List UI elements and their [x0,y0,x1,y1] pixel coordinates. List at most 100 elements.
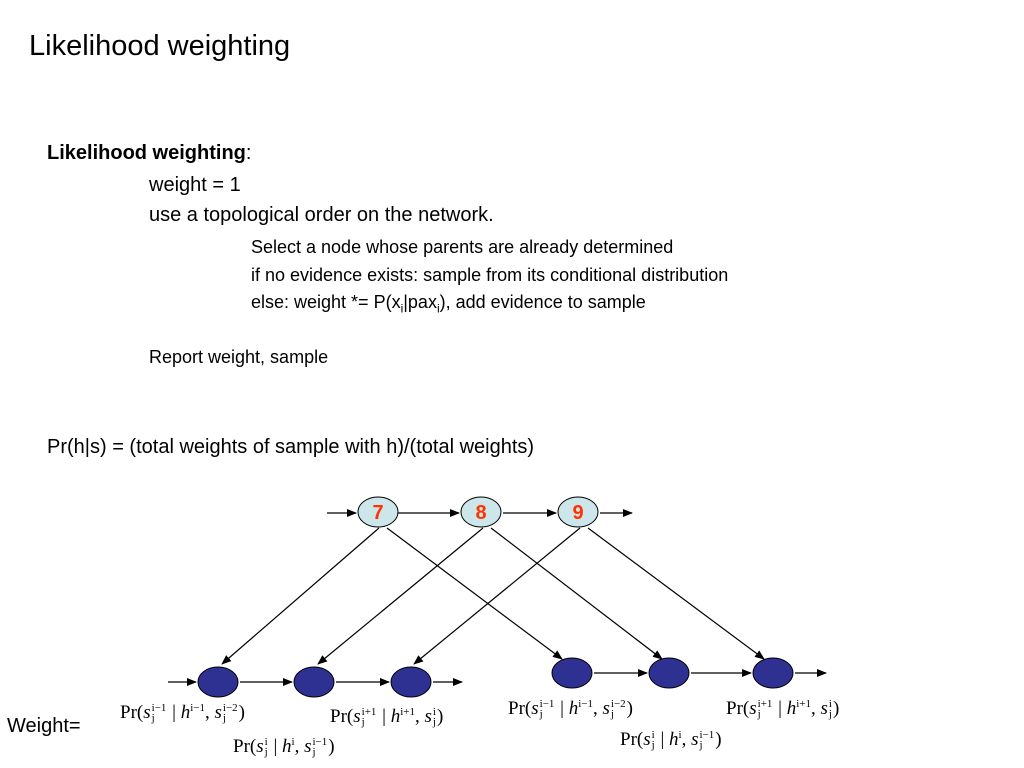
edge-8-down-right [490,527,663,660]
algorithm-heading: Likelihood weighting: [47,142,251,165]
term-6-s2: s [691,729,699,750]
prob-term-6: Pr(s i j | hi, s i−1 j) [620,729,722,751]
term-6-comma: , [681,729,692,750]
term-5-hsup: i+1 [796,698,811,710]
top-node-8 [460,496,502,528]
term-4-s2: s [602,698,610,719]
term-3-s2: s [304,736,312,757]
term-5-close: ) [832,698,840,719]
bottom-right-node-3 [752,657,794,689]
term-5-sub2: j [828,707,832,720]
term-2-comma: , [414,706,425,727]
term-6-s: s [643,729,651,750]
term-1-s2: s [214,702,222,723]
top-node-9-label: 9 [572,502,583,524]
term-2-sub2: j [432,715,436,728]
term-5-s: s [749,698,757,719]
term-2-sub: j [361,715,365,728]
term-2-sup: i+1 [361,705,377,718]
step-else-part-a: else: weight *= P(x [251,292,401,312]
term-1-bar: | [167,702,181,723]
term-1-comma: , [204,702,215,723]
term-4-comma: , [592,698,603,719]
term-5-sup: i+1 [757,697,773,710]
term-5-comma: , [810,698,821,719]
term-4-close: ) [626,698,633,719]
term-4-sup: i−1 [539,697,555,710]
algorithm-step-select: Select a node whose parents are already … [251,237,674,257]
term-6-sub2: j [699,738,703,751]
algorithm-heading-bold: Likelihood weighting [47,142,246,164]
term-6-h: h [669,729,679,750]
term-6-sup2: i−1 [699,728,715,741]
term-3-comma: , [294,736,305,757]
term-3-sup2: i−1 [312,735,328,748]
term-2-bar: | [377,706,391,727]
term-3-sub2: j [312,745,316,758]
term-6-sup: i [651,728,655,741]
top-node-8-label: 8 [475,502,486,524]
edge-7-down-right [386,527,563,660]
step-else-sub-1: i [400,301,404,316]
term-2-hsup: i+1 [400,706,415,718]
term-1-sub: j [151,711,155,724]
term-3-bar: | [268,736,283,757]
term-3-s: s [256,736,264,757]
algorithm-heading-colon: : [245,142,252,164]
diagram-edges [168,509,827,686]
term-2-close: ) [436,706,444,727]
term-1-sup2: i−2 [222,701,238,714]
term-3-sub: j [264,745,268,758]
algorithm-step-else: else: weight *= P(xi|paxi), add evidence… [251,292,646,316]
edge-9-down-right [587,527,765,660]
prob-term-1: Pr(s i−1 j | hi−1, s i−2 j) [120,702,245,724]
algorithm-step-no-evidence: if no evidence exists: sample from its c… [251,265,729,285]
term-5-sup2: i [828,697,832,710]
bottom-right-node-2 [648,657,690,689]
term-1-s: s [143,702,151,723]
term-1-pr: Pr( [120,702,144,723]
term-2-pr: Pr( [330,706,354,727]
term-1-h: h [180,702,191,723]
term-1-sup: i−1 [151,701,167,714]
term-5-pr: Pr( [726,698,750,719]
weight-label: Weight= [7,715,81,737]
term-3-pr: Pr( [233,736,257,757]
algorithm-line-order: use a topological order on the network. [149,204,494,226]
bottom-right-node-1 [551,657,593,689]
term-4-sub2: j [610,707,614,720]
term-5-bar: | [773,698,787,719]
prob-term-5: Pr(s i+1 j | hi+1, s i j) [726,698,839,720]
term-6-close: ) [715,729,722,750]
prob-term-4: Pr(s i−1 j | hi−1, s i−2 j) [508,698,633,720]
term-6-hsup: i [678,729,682,741]
bottom-left-node-2 [293,666,335,698]
term-3-hsup: i [291,736,295,748]
term-2-h: h [390,706,401,727]
term-2-s2: s [424,706,432,727]
term-3-h: h [282,736,292,757]
term-5-sub: j [757,707,761,720]
prob-term-2: Pr(s i+1 j | hi+1, s i j) [330,706,443,728]
top-node-7-label: 7 [372,502,383,524]
term-1-sub2: j [222,711,226,724]
term-4-s: s [531,698,539,719]
term-4-h: h [568,698,579,719]
bottom-left-node-1 [197,666,239,698]
top-nodes: 7 8 9 [357,496,599,528]
algorithm-report: Report weight, sample [149,347,329,367]
term-4-pr: Pr( [508,698,532,719]
edge-8-down-left [317,527,484,665]
term-4-hsup: i−1 [578,698,593,710]
term-1-hsup: i−1 [190,702,205,714]
term-3-close: ) [328,736,335,757]
term-2-s: s [353,706,361,727]
edge-9-down-left [413,527,581,665]
term-6-bar: | [655,729,670,750]
term-6-sub: j [651,738,655,751]
term-4-bar: | [555,698,569,719]
bottom-left-node-3 [390,666,432,698]
step-else-sub-2: i [436,301,440,316]
top-node-7 [357,496,399,528]
